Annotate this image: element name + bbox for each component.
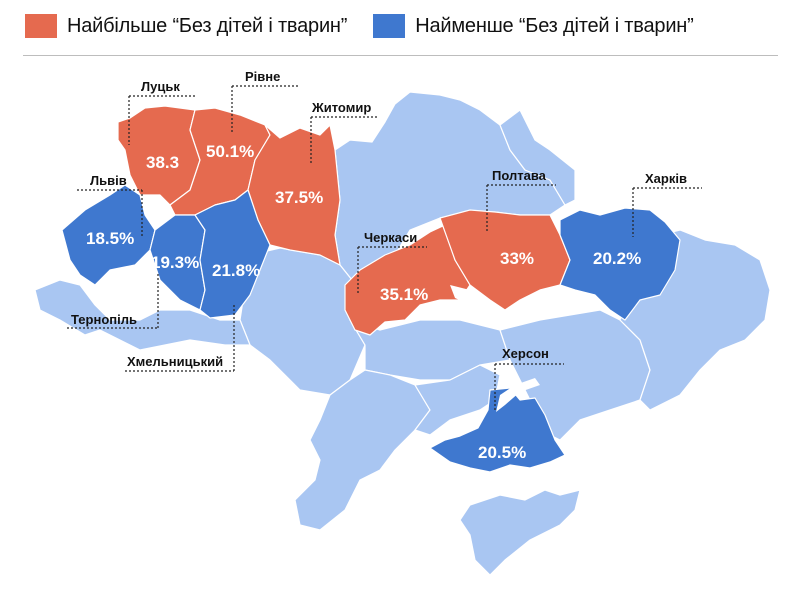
value-kharkiv: 20.2% xyxy=(593,249,641,268)
legend-divider xyxy=(23,55,778,56)
legend-label-highest: Найбільше “Без дітей і тварин” xyxy=(67,14,348,37)
city-lviv: Львів xyxy=(90,173,127,188)
legend: Найбільше “Без дітей і тварин” Найменше … xyxy=(25,13,720,39)
region-khmelnytskyi xyxy=(194,189,271,319)
value-ternopil: 19.3% xyxy=(151,253,199,272)
value-labels: 38.3 50.1% 37.5% 18.5% 19.3% 21.8% 35.1%… xyxy=(86,142,641,462)
city-lutsk: Луцьк xyxy=(141,79,180,94)
legend-item-lowest: Найменше “Без дітей і тварин” xyxy=(373,14,694,38)
legend-label-lowest: Найменше “Без дітей і тварин” xyxy=(415,14,694,37)
value-zhytomyr: 37.5% xyxy=(275,188,323,207)
city-kharkiv: Харків xyxy=(645,171,687,186)
city-kherson: Херсон xyxy=(502,346,549,361)
city-poltava: Полтава xyxy=(492,168,547,183)
region-zhytomyr xyxy=(247,124,341,266)
value-cherkasy: 35.1% xyxy=(380,285,428,304)
leader-lines xyxy=(67,85,702,412)
region-kharkiv xyxy=(559,207,681,321)
lowest-regions xyxy=(61,184,681,473)
value-kherson: 20.5% xyxy=(478,443,526,462)
city-zhytomyr: Житомир xyxy=(311,100,371,115)
region-kherson xyxy=(429,387,566,473)
city-labels: Луцьк Рівне Житомир Львів Тернопіль Хмел… xyxy=(71,69,687,369)
value-lviv: 18.5% xyxy=(86,229,134,248)
legend-swatch-highest xyxy=(25,14,57,38)
value-lutsk: 38.3 xyxy=(146,153,179,172)
city-ternopil: Тернопіль xyxy=(71,312,137,327)
legend-item-highest: Найбільше “Без дітей і тварин” xyxy=(25,14,347,38)
city-khmelnytskyi: Хмельницький xyxy=(127,354,223,369)
city-rivne: Рівне xyxy=(245,69,280,84)
value-khmelnytskyi: 21.8% xyxy=(212,261,260,280)
value-rivne: 50.1% xyxy=(206,142,254,161)
rivers xyxy=(450,285,540,412)
value-poltava: 33% xyxy=(500,249,534,268)
city-cherkasy: Черкаси xyxy=(364,230,417,245)
legend-swatch-lowest xyxy=(373,14,406,38)
